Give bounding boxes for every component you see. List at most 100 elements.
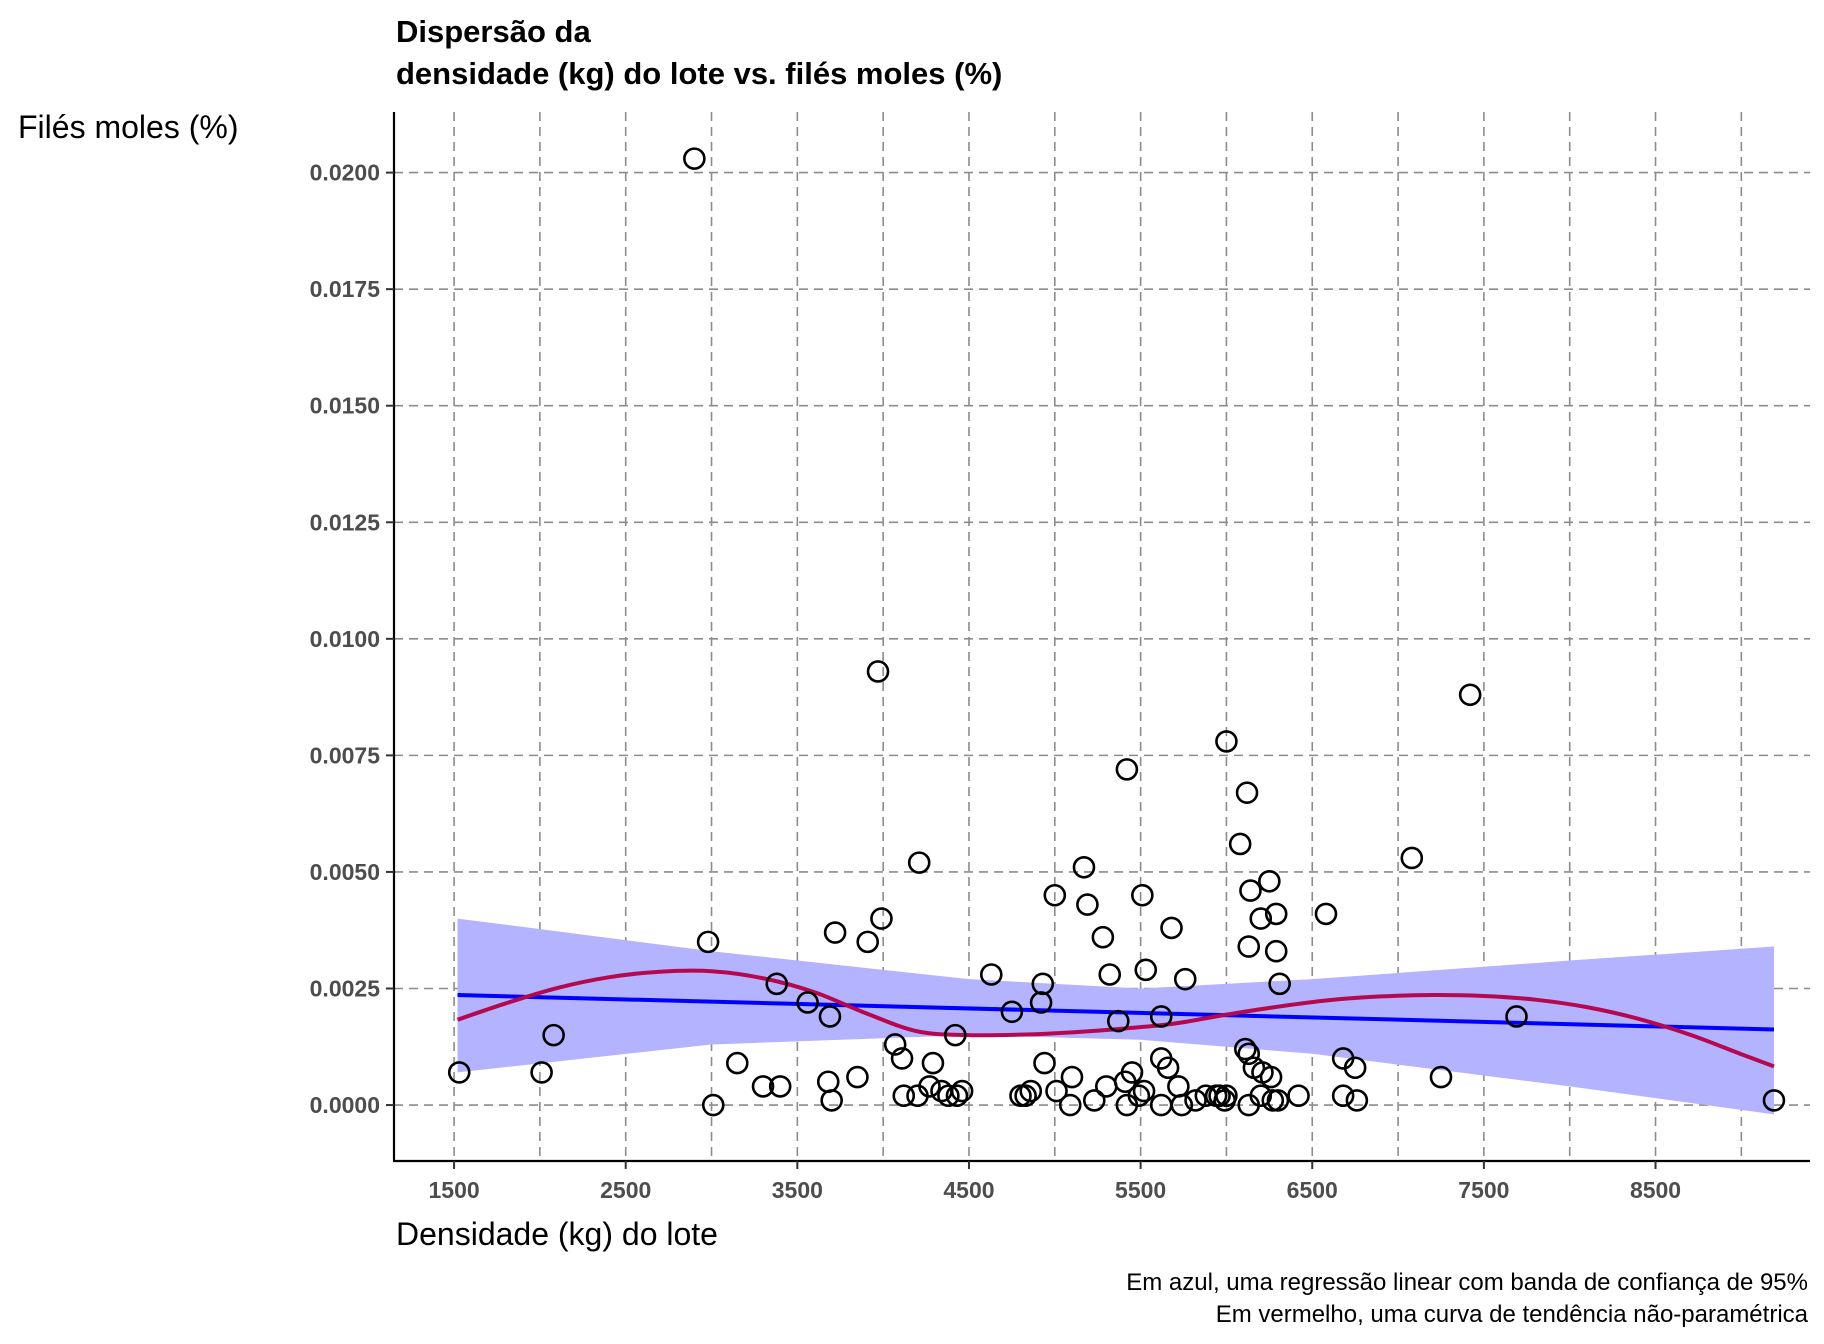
data-point (1149, 1005, 1173, 1028)
data-point (1170, 1093, 1194, 1117)
data-point (1115, 1093, 1139, 1117)
data-point (945, 1084, 969, 1108)
chart-title-line-1: Dispersão da (396, 14, 591, 49)
x-tick-label: 7500 (1458, 1177, 1509, 1203)
data-point (530, 1061, 553, 1084)
y-tick-label: 0.0100 (310, 626, 380, 652)
data-point (1107, 1009, 1130, 1033)
confidence-band (457, 918, 1774, 1115)
data-point (542, 1023, 565, 1047)
data-point (1043, 883, 1067, 907)
data-point (937, 1084, 960, 1108)
x-axis-label: Densidade (kg) do lote (396, 1216, 718, 1252)
data-point (1268, 972, 1291, 996)
data-point (1249, 907, 1273, 930)
y-tick-label: 0.0150 (310, 393, 380, 419)
caption-line-1: Em azul, uma regressão linear com banda … (1126, 1269, 1808, 1296)
data-point (1314, 902, 1338, 926)
data-point (1237, 935, 1261, 958)
data-point (1343, 1056, 1367, 1080)
data-point (1058, 1093, 1082, 1117)
data-point (1264, 939, 1288, 963)
data-point (906, 1084, 929, 1108)
x-tick-label: 8500 (1630, 1177, 1681, 1203)
data-point (1019, 1079, 1043, 1103)
x-tick-label: 5500 (1115, 1177, 1166, 1203)
data-point (683, 147, 706, 170)
data-point (1215, 730, 1238, 753)
data-point (725, 1051, 749, 1075)
data-point (1458, 683, 1482, 707)
data-point (768, 1075, 792, 1098)
y-tick-label: 0.0075 (310, 742, 381, 768)
data-point (1762, 1089, 1786, 1112)
data-point (890, 1047, 914, 1070)
data-point (1287, 1084, 1310, 1108)
data-point (1014, 1084, 1037, 1108)
data-point (907, 851, 931, 874)
data-point (1072, 855, 1096, 879)
data-point (1033, 1051, 1056, 1075)
data-point (796, 991, 819, 1014)
data-point (1060, 1065, 1084, 1089)
data-point (751, 1075, 775, 1098)
y-axis-label: Filés moles (%) (18, 109, 238, 145)
data-point (1228, 832, 1252, 856)
data-point (921, 1051, 945, 1075)
data-point (1076, 893, 1099, 916)
data-point (866, 660, 890, 683)
y-tick-label: 0.0050 (310, 859, 380, 885)
confidence-band-layer (457, 918, 1774, 1115)
data-point (447, 1061, 471, 1084)
data-point (696, 930, 720, 954)
chart-title-line-2: densidade (kg) do lote vs. filés moles (… (396, 56, 1002, 91)
data-point (1134, 958, 1158, 982)
data-point (1000, 1000, 1024, 1024)
data-point (1132, 1079, 1156, 1103)
data-point (1259, 1065, 1283, 1089)
caption-line-2: Em vermelho, uma curva de tendência não-… (1216, 1301, 1809, 1328)
data-point (820, 1089, 843, 1112)
data-point (1091, 925, 1115, 949)
y-tick-label: 0.0200 (310, 160, 380, 186)
data-point (1045, 1079, 1068, 1103)
y-tick-label: 0.0000 (310, 1092, 380, 1118)
data-point (823, 921, 847, 944)
data-points (447, 147, 1786, 1117)
data-point (1505, 1005, 1528, 1028)
data-point (1400, 846, 1424, 870)
x-tick-label: 1500 (428, 1177, 479, 1203)
data-point (1235, 781, 1259, 804)
axis-ticks: 1500 2500 3500 4500 5500 6500 7500 8500 0.0000 0.… (310, 160, 1681, 1203)
data-point (1098, 963, 1122, 986)
data-point (1264, 902, 1288, 926)
data-point (1239, 879, 1262, 902)
data-point (1029, 991, 1053, 1014)
data-point (1082, 1089, 1106, 1112)
data-point (856, 930, 880, 954)
data-point (1184, 1089, 1207, 1112)
data-point (816, 1070, 840, 1094)
x-tick-label: 6500 (1287, 1177, 1338, 1203)
data-point (1160, 916, 1183, 940)
data-point (1167, 1075, 1190, 1098)
y-tick-label: 0.0175 (310, 276, 381, 302)
data-point (1094, 1075, 1118, 1098)
data-point (1429, 1065, 1453, 1089)
data-point (1115, 758, 1139, 781)
data-point (870, 907, 893, 930)
y-tick-label: 0.0025 (310, 975, 381, 1001)
x-tick-label: 4500 (943, 1177, 994, 1203)
data-point (1261, 1089, 1285, 1112)
x-tick-label: 3500 (772, 1177, 823, 1203)
data-point (950, 1079, 974, 1103)
data-point (846, 1065, 869, 1089)
data-point (818, 1005, 842, 1028)
data-point (1234, 1037, 1257, 1061)
data-point (1331, 1084, 1355, 1108)
data-point (1156, 1056, 1180, 1080)
data-point (1213, 1089, 1237, 1112)
x-tick-label: 2500 (600, 1177, 651, 1203)
data-point (883, 1033, 907, 1056)
